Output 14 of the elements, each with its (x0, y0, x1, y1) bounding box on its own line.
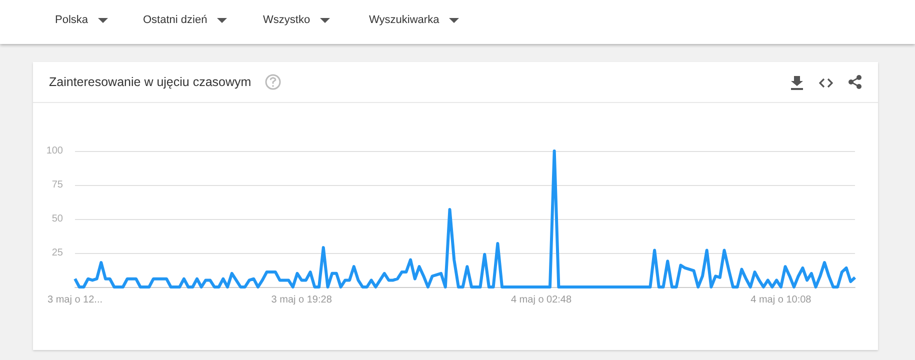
text: Wyszukiwarka (369, 14, 440, 26)
y-tick-label: 100 (46, 146, 64, 156)
chart-title: Zainteresowanie w ujęciu czasowym (49, 75, 252, 89)
x-tick-label: 3 maj o 19:28 (271, 294, 332, 306)
y-tick-label: 25 (52, 248, 64, 258)
text: Polska (55, 14, 88, 26)
x-tick-label: 4 maj o 02:48 (510, 294, 572, 306)
y-tick-label: 75 (52, 180, 64, 190)
text: Wszystko (263, 14, 310, 26)
line-series (74, 150, 856, 288)
x-tick-label: 4 maj o 10:08 (750, 294, 812, 306)
text: Ostatni dzień (143, 14, 208, 26)
y-tick-label: 50 (52, 214, 64, 224)
x-tick-label: 3 maj o 12... (47, 294, 103, 306)
